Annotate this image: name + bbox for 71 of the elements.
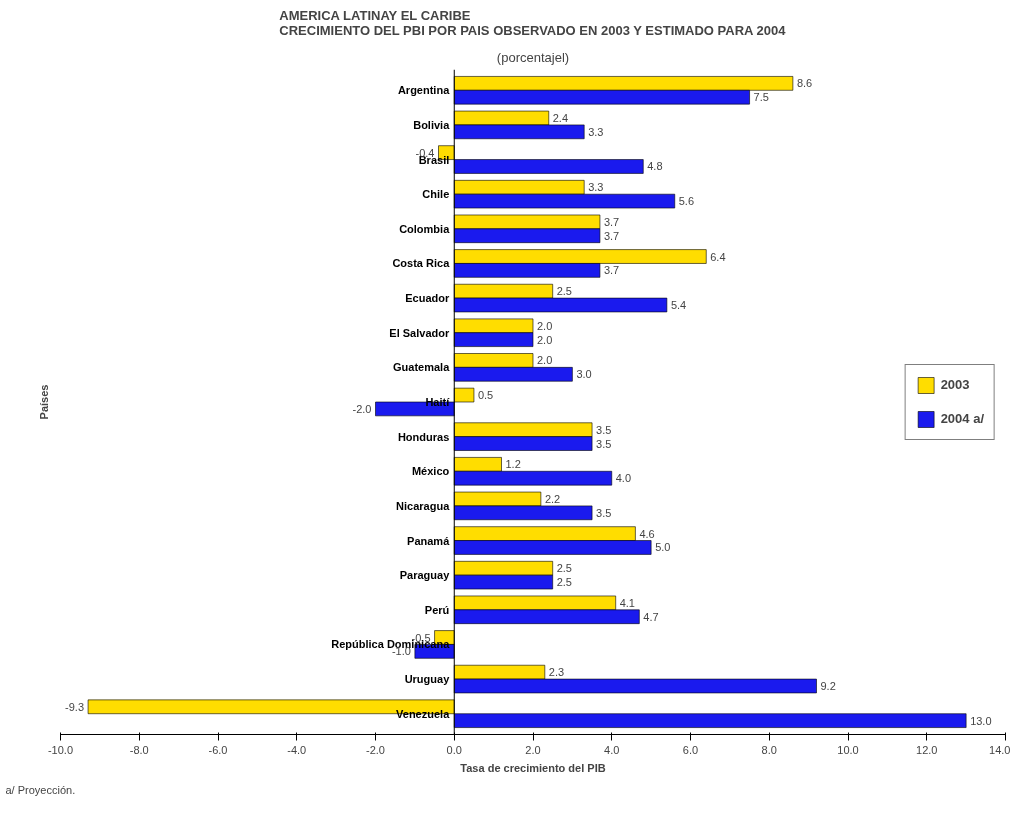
data-label: 7.5 [753, 91, 769, 104]
y-tick-label: Honduras [397, 430, 450, 443]
data-label: 1.2 [505, 458, 521, 471]
data-label: 2.0 [537, 354, 553, 367]
y-tick-label: El Salvador [389, 326, 450, 339]
x-tick-label: 6.0 [682, 743, 699, 756]
y-tick-label: Guatemala [393, 361, 451, 374]
data-label: 4.7 [643, 610, 659, 623]
y-tick-label: Nicaragua [396, 499, 451, 512]
data-label: 4.6 [639, 527, 655, 540]
data-label: 5.4 [670, 299, 687, 312]
data-label: 2.5 [556, 576, 572, 589]
x-axis-title: Tasa de crecimiento del PIB [460, 761, 606, 774]
x-tick-label: 14.0 [989, 743, 1011, 756]
data-label: 2.5 [556, 285, 572, 298]
x-tick-label: 4.0 [604, 743, 620, 756]
data-label: 4.0 [615, 472, 632, 485]
data-label: 4.8 [647, 160, 663, 173]
x-tick-label: -8.0 [129, 743, 149, 756]
data-label: 8.6 [796, 77, 813, 90]
y-tick-label: Argentina [397, 84, 451, 97]
data-label: -2.0 [352, 402, 372, 415]
y-tick-label: Colombia [399, 222, 451, 235]
x-tick-label: -10.0 [47, 743, 74, 756]
data-label: 9.2 [820, 680, 836, 693]
y-tick-label: Uruguay [404, 673, 451, 686]
legend-label: 2003 [940, 377, 970, 392]
data-label: 3.5 [596, 423, 612, 436]
data-label: 2.0 [537, 319, 553, 332]
data-label: 2.3 [548, 666, 565, 679]
y-tick-label: México [411, 465, 450, 478]
y-tick-label: Perú [424, 603, 450, 616]
data-label: 3.0 [576, 368, 592, 381]
data-label: 3.3 [588, 125, 604, 138]
data-label: 2.2 [544, 492, 561, 505]
y-tick-label: Venezuela [396, 707, 451, 720]
data-label: 6.4 [710, 250, 726, 263]
data-label: 0.5 [477, 389, 494, 402]
x-tick-label: 12.0 [916, 743, 938, 756]
data-label: 2.5 [556, 562, 572, 575]
y-tick-label: Bolivia [413, 118, 451, 131]
legend-label: 2004 a/ [940, 411, 984, 426]
data-label: 2.4 [552, 111, 569, 124]
y-tick-label: Paraguay [399, 569, 451, 582]
x-tick-label: 10.0 [837, 743, 859, 756]
data-label: 5.6 [678, 195, 695, 208]
y-axis-title: Países [37, 384, 50, 420]
chart-title: AMERICA LATINAY EL CARIBE CRECIMIENTO DEL PBI POR PAIS OBSERVADO EN 2003 Y ESTIMADO PARA 2004 [279, 7, 787, 38]
x-tick-label: -6.0 [208, 743, 228, 756]
data-label: 13.0 [970, 714, 992, 727]
data-label: 3.7 [603, 264, 620, 277]
data-label: 2.0 [537, 333, 553, 346]
x-tick-label: 0.0 [446, 743, 462, 756]
data-label: 3.5 [596, 437, 612, 450]
x-tick-label: -4.0 [287, 743, 307, 756]
x-tick-label: 2.0 [525, 743, 541, 756]
data-label: 3.7 [603, 215, 620, 228]
y-tick-label: Ecuador [405, 292, 450, 305]
data-label: 3.3 [588, 181, 604, 194]
x-tick-label: 8.0 [761, 743, 777, 756]
data-label: 3.7 [603, 229, 620, 242]
data-label: 5.0 [655, 541, 671, 554]
data-label: -9.3 [65, 700, 85, 713]
y-tick-label: Chile [422, 188, 450, 201]
text: a/ Proyección. [5, 783, 76, 796]
data-label: 4.1 [619, 596, 635, 609]
data-label: 3.5 [596, 506, 612, 519]
x-tick-label: -2.0 [366, 743, 385, 756]
y-tick-label: Costa Rica [392, 257, 451, 270]
chart-subtitle: (porcentajel) [496, 49, 570, 65]
y-tick-label: Panamá [407, 534, 451, 547]
